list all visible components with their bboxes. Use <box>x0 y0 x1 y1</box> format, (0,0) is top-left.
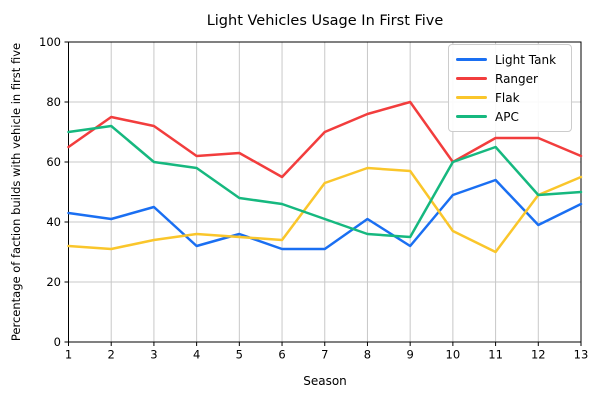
legend-line-apc-icon <box>456 115 487 118</box>
legend-line-ranger-icon <box>456 77 487 80</box>
y-tick-label: 0 <box>54 335 61 349</box>
x-tick-label: 6 <box>278 348 285 362</box>
series-line-ranger <box>67 100 583 179</box>
x-tick-label: 11 <box>488 348 503 362</box>
legend-line-light-tank-icon <box>456 58 487 61</box>
tick-marks <box>64 41 582 346</box>
x-tick-label: 8 <box>364 348 371 362</box>
legend-line-flak-icon <box>456 96 487 99</box>
y-tick-label: 60 <box>46 155 61 169</box>
y-tick-labels: 0 20 40 60 80 100 <box>39 35 61 349</box>
x-tick-label: 10 <box>446 348 461 362</box>
legend-label-flak: Flak <box>495 90 520 105</box>
legend-label-apc: APC <box>495 109 519 124</box>
legend-item-ranger: Ranger <box>456 69 563 88</box>
legend-item-light-tank: Light Tank <box>456 50 563 69</box>
y-tick-label: 80 <box>46 95 61 109</box>
x-tick-label: 1 <box>65 348 72 362</box>
x-tick-label: 9 <box>407 348 414 362</box>
legend-item-apc: APC <box>456 107 563 126</box>
y-tick-label: 40 <box>46 215 61 229</box>
x-tick-labels: 1 2 3 4 5 6 7 8 9 10 11 12 13 <box>65 348 588 362</box>
legend: Light Tank Ranger Flak APC <box>448 44 572 132</box>
x-axis-label: Season <box>303 374 347 388</box>
x-tick-label: 2 <box>108 348 115 362</box>
legend-label-ranger: Ranger <box>495 71 538 86</box>
x-tick-label: 13 <box>574 348 589 362</box>
series-line-flak <box>67 166 583 254</box>
series-line-apc <box>67 124 583 239</box>
x-tick-label: 5 <box>236 348 243 362</box>
x-tick-label: 3 <box>150 348 157 362</box>
series-line-light-tank <box>67 178 583 251</box>
legend-item-flak: Flak <box>456 88 563 107</box>
y-axis-label: Percentage of faction builds with vehicl… <box>9 42 23 342</box>
y-tick-label: 20 <box>46 275 61 289</box>
x-tick-label: 4 <box>193 348 200 362</box>
legend-label-light-tank: Light Tank <box>495 52 557 67</box>
chart-title: Light Vehicles Usage In First Five <box>206 13 444 29</box>
x-tick-label: 7 <box>321 348 328 362</box>
y-tick-label: 100 <box>39 35 61 49</box>
x-tick-label: 12 <box>531 348 546 362</box>
